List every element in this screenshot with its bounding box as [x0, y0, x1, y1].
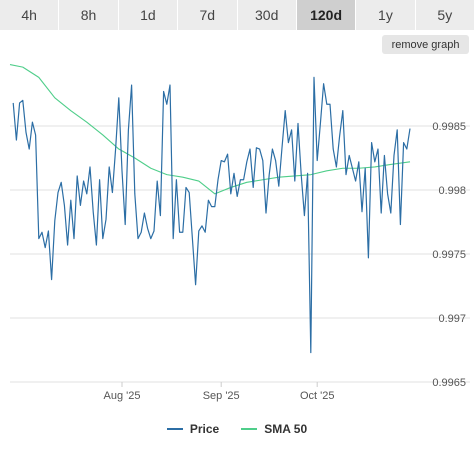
price-line: [12, 76, 411, 354]
chart-legend: Price SMA 50: [0, 420, 474, 438]
x-tick-label: Oct '25: [300, 390, 335, 402]
tab-8h[interactable]: 8h: [59, 0, 119, 30]
y-tick-label: 0.9965: [432, 377, 466, 389]
legend-swatch-sma-50: [241, 428, 258, 430]
y-tick-label: 0.998: [438, 185, 466, 197]
legend-item-price[interactable]: Price: [166, 422, 220, 436]
legend-item-sma-50[interactable]: SMA 50: [241, 422, 307, 436]
y-tick-label: 0.9985: [432, 121, 466, 133]
x-tick-label: Aug '25: [104, 390, 141, 402]
tab-5y[interactable]: 5y: [415, 0, 474, 30]
legend-label-price: Price: [189, 422, 220, 436]
tab-30d[interactable]: 30d: [237, 0, 297, 30]
legend-swatch-price: [166, 428, 183, 430]
tab-7d[interactable]: 7d: [178, 0, 238, 30]
tab-1d[interactable]: 1d: [118, 0, 179, 30]
y-tick-label: 0.9975: [432, 249, 466, 261]
x-tick-label: Sep '25: [203, 390, 240, 402]
y-tick-label: 0.997: [438, 313, 466, 325]
sma-50-line: [9, 64, 411, 195]
tab-120d[interactable]: 120d: [296, 0, 357, 30]
tab-4h[interactable]: 4h: [0, 0, 60, 30]
remove-graph-button[interactable]: remove graph: [382, 35, 469, 54]
timeframe-tabs: 4h 8h 1d 7d 30d 120d 1y 5y: [0, 0, 474, 30]
tab-1y[interactable]: 1y: [356, 0, 416, 30]
legend-label-sma-50: SMA 50: [264, 422, 308, 436]
